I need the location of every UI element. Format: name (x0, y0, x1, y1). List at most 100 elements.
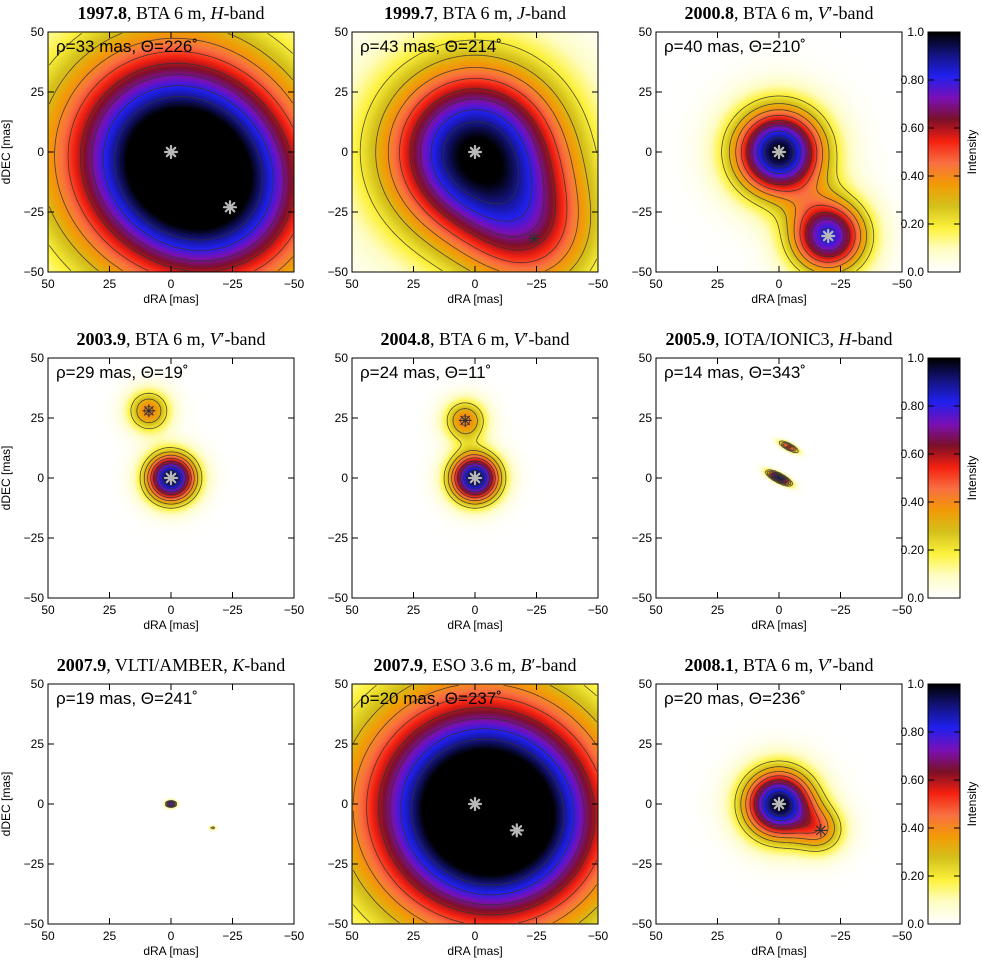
panel-title-telescope: , IOTA/IONIC3, (715, 329, 839, 349)
panel-title-band-suffix: -band (244, 655, 285, 675)
x-tick-label: −25 (830, 929, 851, 943)
panel-2008.1-8: 50 25 0 −25 −50 −50 −25 0 25 50 dRA [mas] 2008.1, B… (632, 655, 913, 958)
y-tick-label: 50 (31, 351, 45, 365)
contour-level-0.7 (91, 74, 285, 262)
contour-level-0.5 (454, 457, 496, 499)
x-tick-label: 0 (776, 277, 783, 291)
panel-title-epoch: 2003.9 (77, 329, 127, 349)
y-tick-label: 0 (341, 145, 348, 159)
companion-star-marker (222, 200, 238, 215)
x-tick-label: 25 (407, 929, 421, 943)
contour-level-0.6 (80, 62, 294, 272)
contour-level-0.5 (769, 445, 792, 484)
y-tick-label: −25 (632, 531, 653, 545)
colorbar-tick-label: 0.0 (907, 265, 924, 279)
colorbar-gradient (928, 32, 960, 272)
contour-level-0.8 (774, 475, 784, 481)
panel-title-epoch: 2008.1 (685, 655, 735, 675)
x-tick-label: 0 (168, 277, 175, 291)
x-tick-label: 25 (711, 929, 725, 943)
x-axis-label: dRA [mas] (751, 618, 806, 632)
y-tick-label: 25 (335, 411, 349, 425)
contour-level-0.2 (352, 684, 597, 924)
contour-level-0.8 (159, 466, 183, 490)
contour-level-0.5 (67, 51, 294, 272)
contour-level-0.3 (48, 32, 294, 272)
x-axis-label: dRA [mas] (447, 292, 502, 306)
companion-star-marker (814, 823, 828, 837)
y-tick-label: 0 (645, 145, 652, 159)
colorbar-label: Intensity (965, 456, 979, 501)
panel-title: 1999.7, BTA 6 m, J-band (384, 3, 566, 23)
panel-title-telescope: , BTA 6 m, (734, 655, 818, 675)
y-axis-label: dDEC [mas] (0, 772, 13, 837)
panel-title-epoch: 1999.7 (384, 3, 434, 23)
panel-title: 2007.9, ESO 3.6 m, B′-band (374, 655, 577, 675)
y-tick-label: 0 (645, 471, 652, 485)
x-tick-label: −50 (588, 603, 609, 617)
y-tick-label: −50 (328, 917, 349, 931)
contour-level-0.2 (721, 95, 875, 272)
y-tick-label: −25 (328, 857, 349, 871)
colorbar-tick-label: 0.60 (901, 773, 925, 787)
panel-title-band: V (818, 3, 831, 23)
y-tick-label: 0 (645, 797, 652, 811)
contour-level-0.2 (443, 402, 507, 509)
separation-annotation: ρ=24 mas, Θ=11˚ (360, 363, 491, 382)
contour-level-0.5 (150, 457, 192, 499)
contour-level-0.9 (767, 792, 793, 817)
x-tick-label: −50 (284, 929, 305, 943)
y-tick-label: 0 (341, 797, 348, 811)
y-tick-label: 0 (37, 797, 44, 811)
y-tick-label: −25 (24, 205, 45, 219)
y-tick-label: −25 (328, 205, 349, 219)
y-tick-label: −25 (632, 857, 653, 871)
panel-title-epoch: 2007.9 (374, 655, 424, 675)
contour-level-0.4 (451, 415, 499, 502)
x-tick-label: −25 (222, 277, 243, 291)
colorbar-tick-label: 1.0 (907, 25, 924, 39)
x-axis-label: dRA [mas] (143, 618, 198, 632)
separation-annotation: ρ=29 mas, Θ=19˚ (56, 363, 189, 382)
panel-title: 2005.9, IOTA/IONIC3, H-band (665, 329, 892, 349)
contour-level-0.8 (463, 466, 487, 490)
contour-level-0.2 (48, 32, 293, 272)
contour-level-0.9 (411, 738, 565, 886)
y-tick-label: 25 (639, 85, 653, 99)
panel-title: 2004.8, BTA 6 m, V′-band (381, 329, 570, 349)
contour-level-0.3 (352, 684, 598, 924)
x-tick-label: 50 (41, 929, 55, 943)
panel-title: 2008.1, BTA 6 m, V′-band (685, 655, 874, 675)
panel-title-band-suffix: ′-band (829, 3, 874, 23)
x-axis-label: dRA [mas] (751, 292, 806, 306)
x-tick-label: 50 (649, 603, 663, 617)
panel-title: 2003.9, BTA 6 m, V′-band (77, 329, 266, 349)
contour-level-0.7 (420, 98, 545, 237)
panel-1997.8-0: 50 25 0 −25 −50 −50 −25 0 25 50 dRA [mas] dDEC [mas… (0, 3, 305, 306)
y-tick-label: 25 (335, 737, 349, 751)
y-tick-label: 25 (31, 85, 45, 99)
y-tick-label: −50 (632, 265, 653, 279)
contour-level-0.5 (366, 695, 598, 924)
intensity-map (48, 684, 294, 924)
colorbar-tick-label: 0.60 (901, 447, 925, 461)
y-tick-label: 50 (31, 677, 45, 691)
contour-level-0.7 (757, 783, 804, 826)
y-tick-label: −50 (632, 917, 653, 931)
panel-title-band-suffix: ′-band (829, 655, 874, 675)
y-tick-label: −50 (632, 591, 653, 605)
colorbar: 0.0 0.20 0.40 0.60 0.80 1.0 Intensity (901, 677, 979, 931)
contour-level-0.6 (153, 460, 189, 496)
colorbar-tick-label: 0.0 (907, 591, 924, 605)
y-tick-label: −50 (24, 917, 45, 931)
y-axis-label: dDEC [mas] (0, 446, 13, 511)
panel-title-telescope: , VLTI/AMBER, (106, 655, 232, 675)
x-tick-label: −50 (588, 929, 609, 943)
x-tick-label: −25 (830, 277, 851, 291)
y-tick-label: 25 (335, 85, 349, 99)
contour-level-0.6 (378, 707, 596, 916)
y-tick-label: 0 (37, 471, 44, 485)
panel-title-band: B (521, 655, 532, 675)
x-tick-label: 50 (649, 929, 663, 943)
